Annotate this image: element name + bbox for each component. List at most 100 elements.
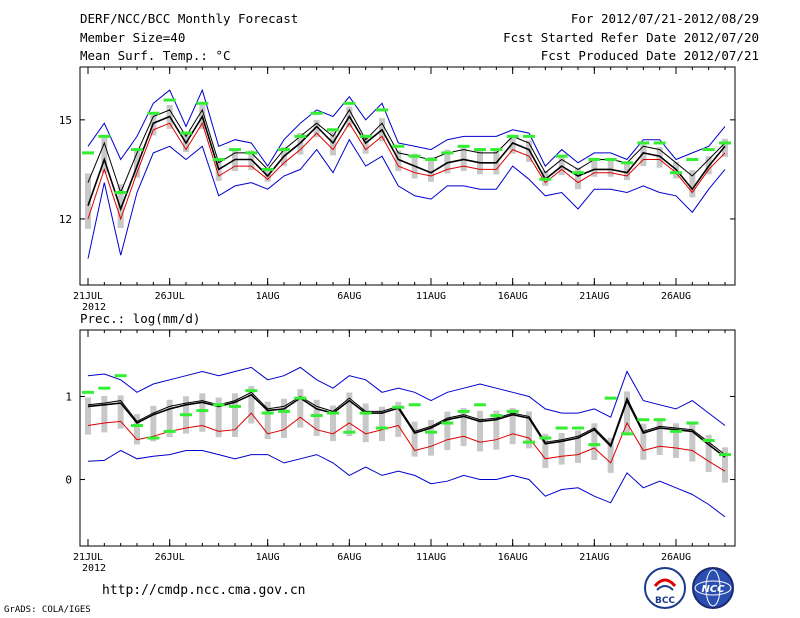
obs-marker (702, 438, 715, 442)
obs-marker (441, 421, 454, 425)
obs-marker (359, 411, 372, 415)
obs-marker (212, 403, 225, 407)
obs-marker (539, 436, 552, 440)
obs-marker (719, 141, 731, 145)
ensemble-mean-line (87, 393, 726, 458)
ensemble-box (117, 184, 124, 229)
obs-marker (457, 144, 470, 148)
obs-marker (229, 404, 241, 408)
ensemble-box (85, 173, 91, 229)
grads-credit: GrADS: COLA/IGES (4, 605, 91, 615)
bcc-logo: BCC (643, 566, 687, 610)
ensemble-box (460, 146, 467, 172)
x-tick-label: 1AUG (256, 291, 280, 302)
ensemble-box (150, 405, 157, 442)
obs-marker (621, 161, 633, 165)
obs-marker (180, 413, 192, 417)
obs-marker (523, 440, 535, 444)
obs-marker (653, 418, 666, 422)
x-tick-label: 26JUL (155, 552, 185, 563)
x-tick-label: 26AUG (661, 552, 691, 563)
forecast-produced-date: Fcst Produced Date 2012/07/21 (540, 48, 759, 63)
x-tick-label: 6AUG (337, 291, 361, 302)
ensemble-box (656, 147, 663, 168)
obs-marker (131, 424, 143, 428)
ensemble-box (428, 157, 434, 182)
obs-marker (604, 157, 617, 161)
ensemble-box (134, 148, 140, 178)
bcc-logo-text: BCC (655, 596, 675, 606)
ensemble-min-line (87, 138, 726, 259)
x-tick-label: 1AUG (256, 552, 280, 563)
ensemble-box (117, 395, 124, 429)
obs-marker (686, 157, 699, 161)
ensemble-box (591, 423, 598, 461)
obs-marker (278, 409, 290, 413)
obs-marker (327, 128, 339, 132)
obs-marker (686, 421, 699, 425)
ensemble-box (624, 391, 630, 436)
forecast-start-date: Fcst Started Refer Date 2012/07/20 (503, 30, 759, 45)
member-size-label: Member Size=40 (80, 30, 186, 45)
x-tick-label: 11AUG (416, 291, 446, 302)
ensemble-box (362, 403, 369, 443)
source-url[interactable]: http://cmdp.ncc.cma.gov.cn (102, 583, 306, 598)
ensemble-box (248, 386, 255, 424)
x-tick-label: 6AUG (337, 552, 361, 563)
ensemble-box (689, 422, 696, 462)
y-tick-label: 0 (65, 474, 72, 487)
obs-marker (588, 157, 601, 161)
ensemble-box (101, 138, 108, 173)
obs-marker (702, 148, 715, 152)
x-tick-label: 21AUG (579, 552, 609, 563)
obs-marker (637, 418, 650, 422)
x-tick-label: 26JUL (155, 291, 185, 302)
ensemble-max-line (87, 88, 726, 168)
ensemble-mean-line (87, 114, 726, 212)
obs-marker (719, 453, 731, 457)
obs-marker (261, 167, 274, 171)
obs-marker (163, 98, 176, 102)
ensemble-box (362, 134, 369, 154)
obs-marker (604, 396, 617, 400)
ensemble-box (281, 398, 287, 438)
x-tick-label: 21AUG (579, 291, 609, 302)
ensemble-box (411, 421, 418, 457)
ensemble-box (379, 406, 385, 442)
ensemble-box (575, 430, 581, 463)
ensemble-box (591, 157, 598, 177)
obs-marker (147, 436, 160, 440)
obs-marker (343, 430, 356, 434)
ensemble-box (705, 434, 712, 473)
obs-marker (572, 426, 584, 430)
obs-marker (490, 148, 503, 152)
obs-marker (310, 111, 323, 115)
ensemble-box (313, 119, 320, 138)
spread-upper-line (87, 108, 726, 194)
ensemble-box (607, 437, 614, 473)
obs-marker (490, 414, 503, 418)
spread-lower-line (87, 412, 726, 472)
obs-marker (196, 409, 209, 413)
obs-marker (343, 101, 356, 105)
ensemble-box (493, 410, 500, 450)
ensemble-box (297, 389, 304, 428)
obs-marker (294, 396, 307, 400)
ensemble-box (542, 433, 549, 469)
ensemble-box (558, 433, 565, 465)
obs-marker (82, 390, 94, 394)
obs-marker (670, 429, 682, 433)
obs-marker (147, 111, 160, 115)
ncc-logo: NCC (691, 566, 735, 610)
obs-marker (572, 171, 584, 175)
obs-marker (670, 171, 682, 175)
obs-marker (163, 429, 176, 433)
y-tick-label: 1 (65, 390, 72, 403)
obs-marker (506, 409, 519, 413)
obs-marker (310, 414, 323, 418)
obs-marker (245, 151, 258, 155)
ensemble-box (215, 397, 222, 438)
ensemble-box (444, 149, 451, 174)
obs-marker (506, 134, 519, 138)
